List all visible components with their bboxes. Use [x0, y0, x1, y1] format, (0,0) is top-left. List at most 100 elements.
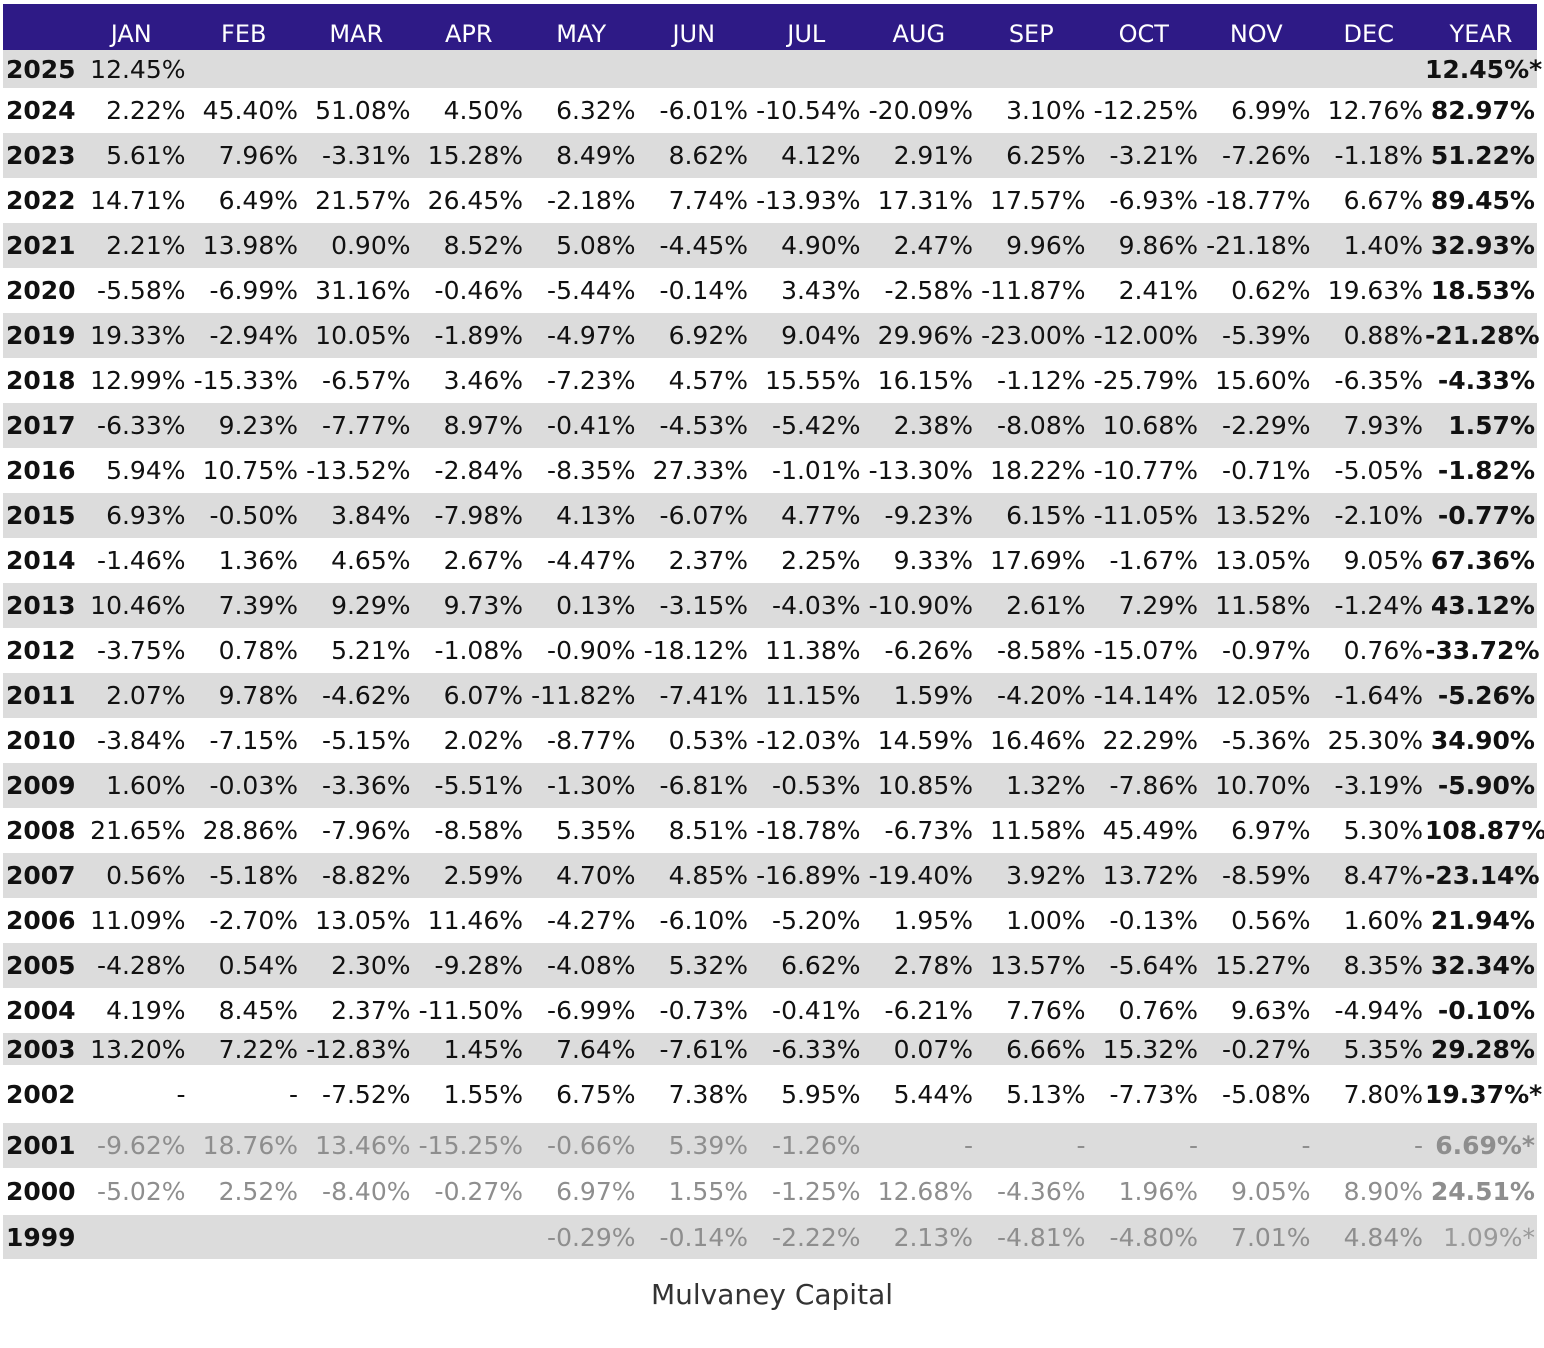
table-row: 2024 2.22% 45.40% 51.08% 4.50% 6.32% -6.01% -10…	[3, 88, 1537, 133]
month-return-cell: 7.74%	[668, 186, 748, 215]
month-return-cell	[300, 1215, 413, 1259]
year-total-cell: -23.14%	[1425, 861, 1540, 890]
table-row: 2003 13.20% 7.22% -12.83% 1.45% 7.64% -7.61% -6…	[3, 1033, 1537, 1065]
month-return-cell: -1.26%	[772, 1131, 861, 1160]
month-return-cell: 6.07%	[443, 681, 523, 710]
month-return-cell: 4.57%	[668, 366, 748, 395]
month-return-cell: -6.21%	[884, 996, 973, 1025]
month-return-cell: -4.62%	[322, 681, 411, 710]
row-year: 2013	[6, 591, 76, 620]
month-return-cell: 7.01%	[1231, 1222, 1311, 1252]
row-year: 2008	[6, 816, 76, 845]
month-return-cell: 4.90%	[781, 231, 861, 260]
month-return-cell: 11.15%	[765, 681, 861, 710]
row-year: 2004	[6, 996, 76, 1025]
month-return-cell: -6.99%	[547, 996, 636, 1025]
month-return-cell: 1.60%	[1343, 906, 1423, 935]
month-return-cell: -6.99%	[209, 276, 298, 305]
month-return-cell: -4.03%	[772, 591, 861, 620]
month-return-cell: 4.85%	[668, 861, 748, 890]
month-return-cell: 8.47%	[1343, 861, 1423, 890]
month-return-cell: 2.78%	[893, 951, 973, 980]
month-return-cell: 13.98%	[202, 231, 298, 260]
month-return-cell: -0.41%	[772, 996, 861, 1025]
month-return-cell	[1200, 50, 1313, 88]
month-return-cell: -2.84%	[434, 456, 523, 485]
month-return-cell: 4.12%	[781, 141, 861, 170]
row-year: 2009	[6, 771, 76, 800]
month-return-cell: 1.00%	[1006, 906, 1086, 935]
month-return-cell: -	[1413, 1131, 1423, 1160]
year-total-cell: -0.10%	[1437, 996, 1535, 1025]
month-return-cell: 15.55%	[765, 366, 861, 395]
table-row: 2006 11.09% -2.70% 13.05% 11.46% -4.27% -6.10%…	[3, 898, 1537, 943]
month-return-cell	[413, 1215, 526, 1259]
month-return-cell: -19.40%	[868, 861, 973, 890]
month-return-cell: -4.36%	[997, 1177, 1086, 1206]
month-return-cell: 2.30%	[331, 951, 411, 980]
year-total-cell: 1.09%*	[1443, 1222, 1535, 1252]
month-return-cell: 6.99%	[1231, 96, 1311, 125]
month-return-cell: -15.33%	[193, 366, 298, 395]
month-return-cell: -12.25%	[1093, 96, 1198, 125]
month-return-cell: 0.56%	[106, 861, 186, 890]
month-return-cell: -5.05%	[1334, 456, 1423, 485]
month-return-cell: -9.28%	[434, 951, 523, 980]
month-return-cell: 2.41%	[1118, 276, 1198, 305]
month-return-cell: -4.27%	[547, 906, 636, 935]
table-row: 2000 -5.02% 2.52% -8.40% -0.27% 6.97% 1.55% -1.…	[3, 1168, 1537, 1215]
month-return-cell: -	[1076, 1131, 1086, 1160]
month-return-cell: -5.51%	[434, 771, 523, 800]
month-return-cell	[413, 50, 526, 88]
month-return-cell: 2.38%	[893, 411, 973, 440]
month-return-cell: -1.67%	[1109, 546, 1198, 575]
month-return-cell: 51.08%	[315, 96, 411, 125]
header-oct: OCT	[1118, 20, 1169, 48]
header-jul: JUL	[787, 20, 826, 48]
row-year: 2012	[6, 636, 76, 665]
month-return-cell: -0.73%	[659, 996, 748, 1025]
month-return-cell: -6.33%	[97, 411, 186, 440]
year-total-cell: 43.12%	[1430, 591, 1535, 620]
month-return-cell: 8.90%	[1343, 1177, 1423, 1206]
month-return-cell: 14.71%	[90, 186, 186, 215]
month-return-cell: -	[176, 1079, 186, 1109]
month-return-cell: -1.12%	[997, 366, 1086, 395]
month-return-cell: -3.19%	[1334, 771, 1423, 800]
month-return-cell: -3.31%	[322, 141, 411, 170]
month-return-cell: 2.37%	[668, 546, 748, 575]
month-return-cell: 4.13%	[556, 501, 636, 530]
month-return-cell: 6.67%	[1343, 186, 1423, 215]
month-return-cell: 6.97%	[1231, 816, 1311, 845]
month-return-cell: -8.58%	[997, 636, 1086, 665]
month-return-cell: 19.63%	[1327, 276, 1423, 305]
month-return-cell: -18.12%	[643, 636, 748, 665]
table-row: 2008 21.65% 28.86% -7.96% -8.58% 5.35% 8.51% -1…	[3, 808, 1544, 853]
month-return-cell: 2.52%	[218, 1177, 298, 1206]
row-year: 2022	[6, 186, 76, 215]
month-return-cell: 0.90%	[331, 231, 411, 260]
month-return-cell: 4.84%	[1343, 1222, 1423, 1252]
row-year: 2011	[6, 681, 76, 710]
table-row: 2019 19.33% -2.94% 10.05% -1.89% -4.97% 6.92% 9…	[3, 313, 1540, 358]
month-return-cell: 2.02%	[443, 726, 523, 755]
month-return-cell: 2.07%	[106, 681, 186, 710]
year-total-cell: 32.34%	[1430, 951, 1535, 980]
month-return-cell: -8.82%	[322, 861, 411, 890]
row-year: 2007	[6, 861, 76, 890]
month-return-cell: 6.92%	[668, 321, 748, 350]
year-total-cell: 32.93%	[1430, 231, 1535, 260]
month-return-cell: 13.57%	[990, 951, 1086, 980]
month-return-cell: 1.96%	[1118, 1177, 1198, 1206]
month-return-cell: -0.14%	[659, 276, 748, 305]
month-return-cell: 13.05%	[1215, 546, 1311, 575]
month-return-cell: -0.27%	[1222, 1034, 1311, 1064]
month-return-cell: -4.53%	[659, 411, 748, 440]
month-return-cell: 13.20%	[90, 1034, 186, 1064]
month-return-cell: 16.15%	[877, 366, 973, 395]
header-mar: MAR	[329, 20, 384, 48]
header-apr: APR	[444, 20, 493, 48]
month-return-cell: 9.23%	[218, 411, 298, 440]
month-return-cell: -0.90%	[547, 636, 636, 665]
month-return-cell: -5.44%	[547, 276, 636, 305]
